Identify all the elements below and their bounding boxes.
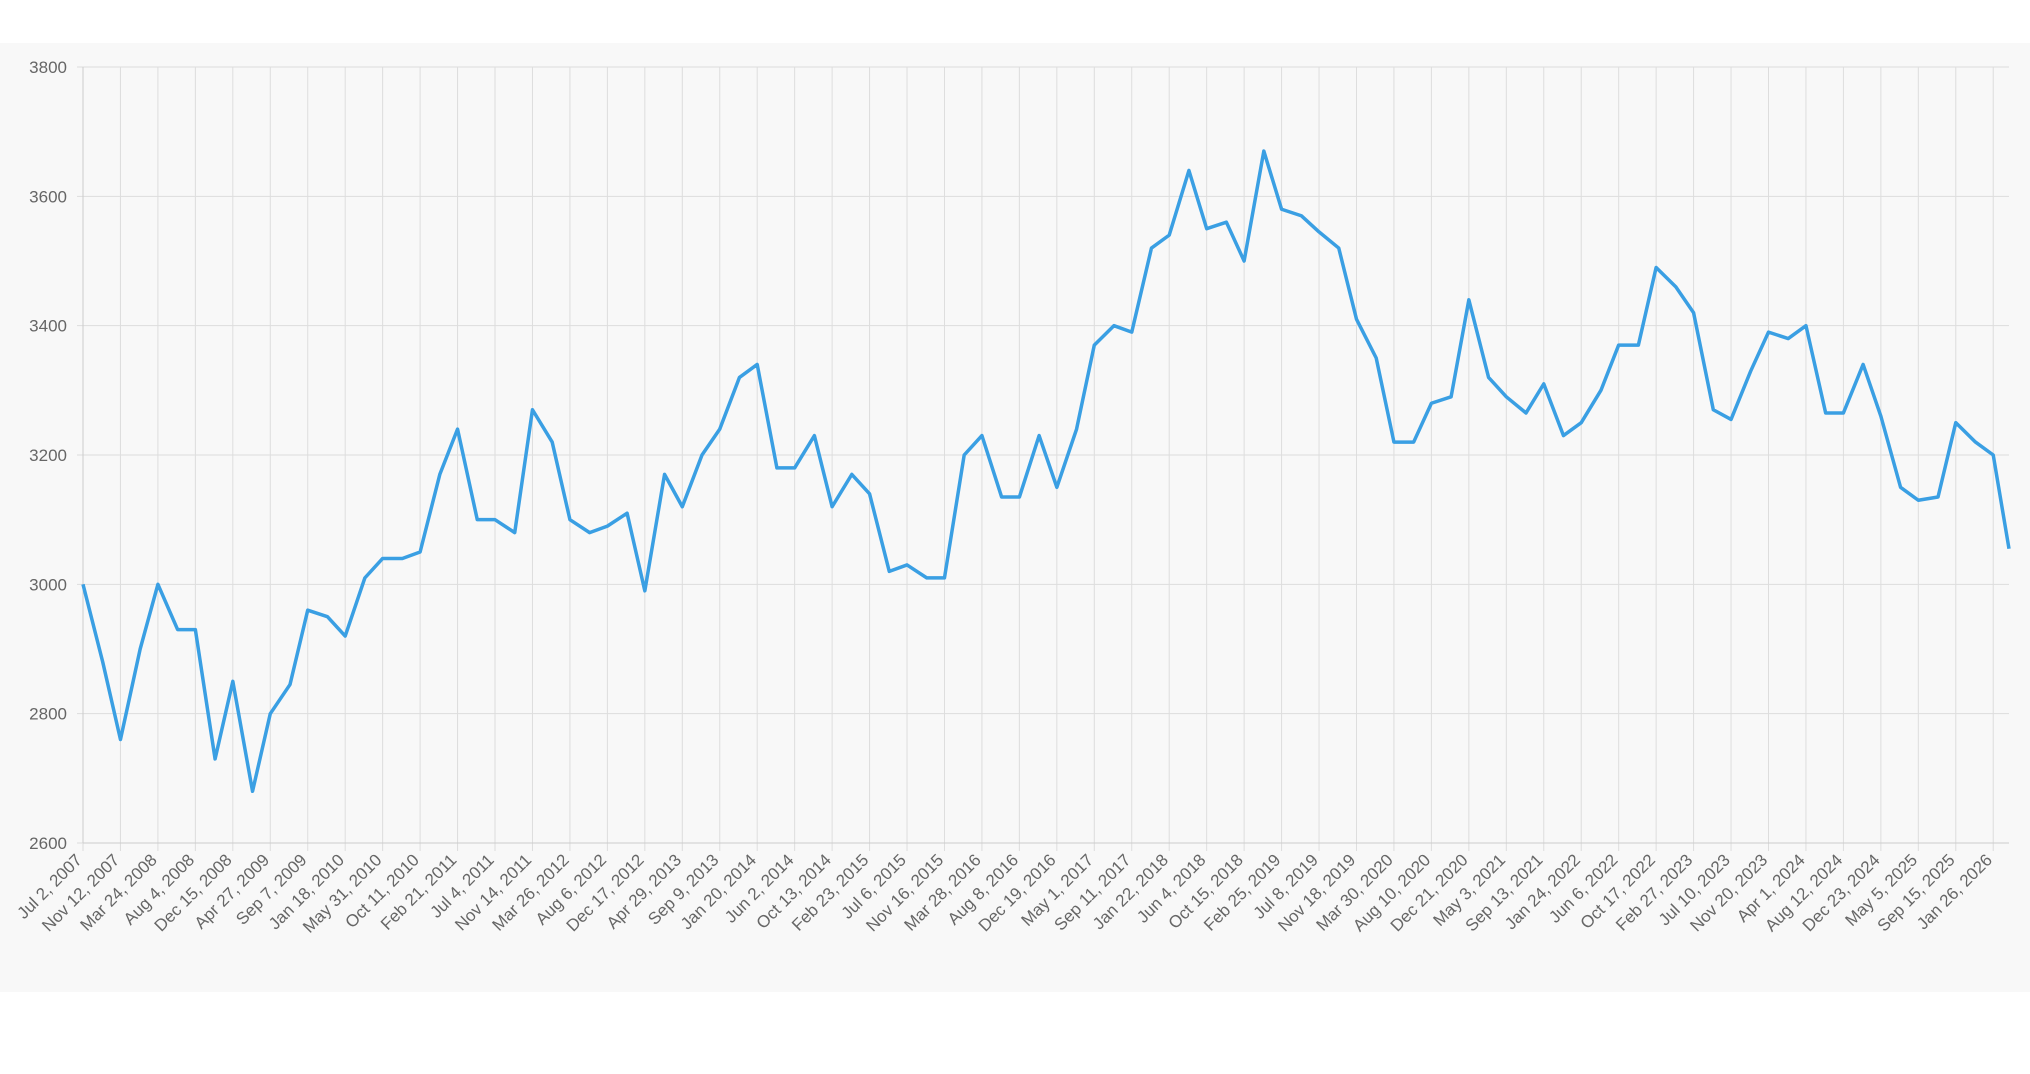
y-tick-label: 2800 (29, 705, 67, 724)
chart-background (0, 43, 2030, 992)
y-tick-label: 3000 (29, 575, 67, 594)
y-tick-label: 3600 (29, 187, 67, 206)
y-tick-label: 3800 (29, 58, 67, 77)
y-tick-label: 3400 (29, 317, 67, 336)
y-tick-label: 2600 (29, 834, 67, 853)
y-tick-label: 3200 (29, 446, 67, 465)
data-line (81, 149, 2011, 794)
